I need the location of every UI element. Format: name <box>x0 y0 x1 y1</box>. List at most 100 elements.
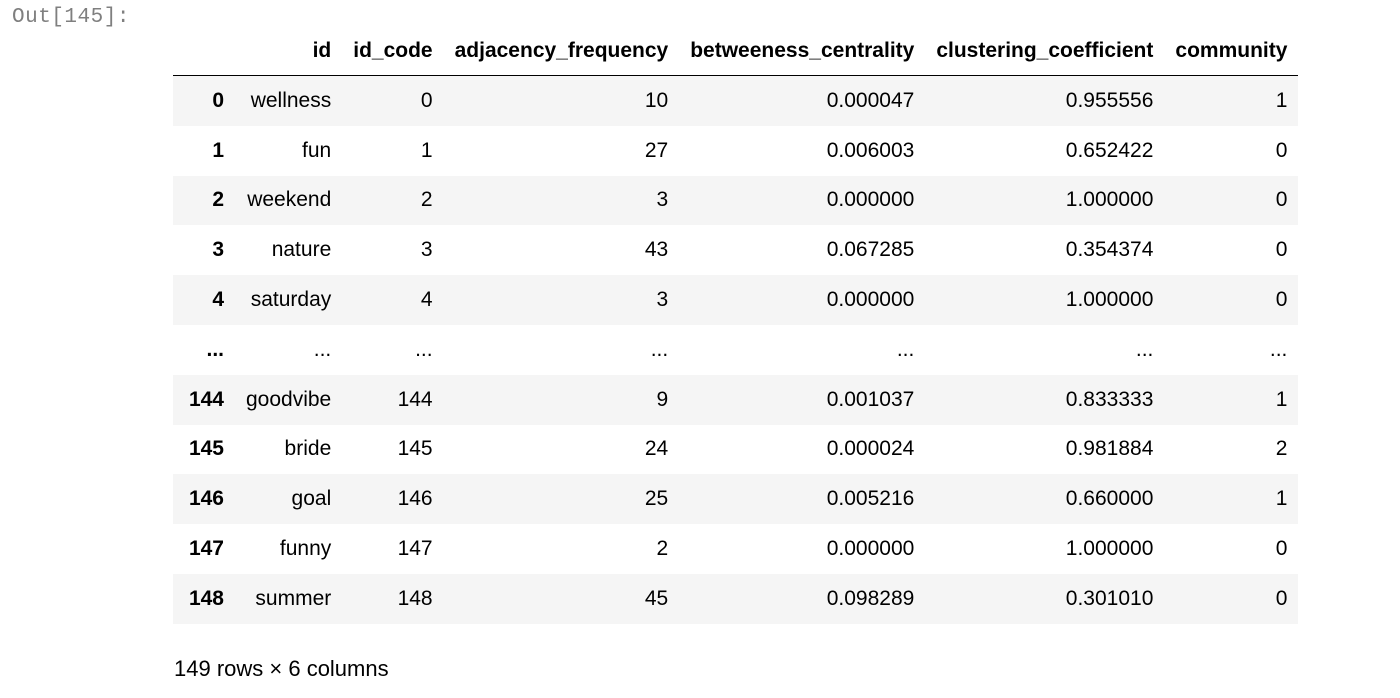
cell-betweeness-centrality: 0.098289 <box>826 586 915 610</box>
table-row: 148 summer 148 45 0.098289 0.301010 0 <box>173 573 1299 624</box>
table-row: 146 goal 146 25 0.005216 0.660000 1 <box>173 474 1299 525</box>
row-index: 0 <box>212 88 224 112</box>
cell-clustering-coefficient: 0.833333 <box>1065 387 1154 411</box>
cell-clustering-coefficient: 0.652422 <box>1065 138 1154 162</box>
cell-adjacency-frequency: 3 <box>656 288 669 312</box>
cell-id-code: 146 <box>397 487 433 511</box>
cell-id-code: ... <box>415 337 433 361</box>
column-header-id: id <box>235 26 343 76</box>
cell-id-code: 3 <box>420 238 433 262</box>
cell-adjacency-frequency: 24 <box>644 437 669 461</box>
cell-clustering-coefficient: 0.301010 <box>1065 586 1154 610</box>
column-header-betweeness-centrality: betweeness_centrality <box>679 26 926 76</box>
cell-betweeness-centrality: 0.001037 <box>826 387 915 411</box>
row-index: 144 <box>188 387 224 411</box>
table-row: 144 goodvibe 144 9 0.001037 0.833333 1 <box>173 374 1299 425</box>
cell-clustering-coefficient: 1.000000 <box>1065 188 1154 212</box>
cell-clustering-coefficient: 1.000000 <box>1065 537 1154 561</box>
cell-id: saturday <box>250 288 332 312</box>
table-row: 2 weekend 2 3 0.000000 1.000000 0 <box>173 175 1299 226</box>
cell-betweeness-centrality: 0.000000 <box>826 188 915 212</box>
cell-betweeness-centrality: 0.067285 <box>826 238 915 262</box>
row-index: ... <box>206 337 224 361</box>
table-row: 4 saturday 4 3 0.000000 1.000000 0 <box>173 275 1299 325</box>
cell-id-code: 144 <box>397 387 433 411</box>
cell-id-code: 1 <box>420 138 433 162</box>
column-header-clustering-coefficient: clustering_coefficient <box>925 26 1165 76</box>
table-row: 0 wellness 0 10 0.000047 0.955556 1 <box>173 75 1299 126</box>
cell-community: 2 <box>1275 437 1288 461</box>
cell-betweeness-centrality: 0.006003 <box>826 138 915 162</box>
cell-id: goal <box>291 487 332 511</box>
cell-id: nature <box>271 238 332 262</box>
row-index: 148 <box>188 586 224 610</box>
cell-id: goodvibe <box>246 387 332 411</box>
cell-community: 1 <box>1275 88 1288 112</box>
cell-betweeness-centrality: 0.000024 <box>826 437 915 461</box>
cell-community: 0 <box>1275 586 1288 610</box>
cell-id-code: 4 <box>420 288 433 312</box>
row-index: 3 <box>212 238 224 262</box>
cell-id: bride <box>284 437 332 461</box>
dataframe-output: id id_code adjacency_frequency betweenes… <box>173 26 1299 624</box>
table-header: id id_code adjacency_frequency betweenes… <box>173 26 1299 76</box>
cell-clustering-coefficient: 0.354374 <box>1065 238 1154 262</box>
cell-id: ... <box>313 337 332 361</box>
cell-id: weekend <box>247 188 332 212</box>
cell-clustering-coefficient: ... <box>1135 337 1154 361</box>
cell-id: fun <box>302 138 332 162</box>
cell-betweeness-centrality: 0.000000 <box>826 288 915 312</box>
cell-id-code: 145 <box>397 437 433 461</box>
cell-id-code: 2 <box>420 188 433 212</box>
output-prompt: Out[145]: <box>12 6 130 29</box>
cell-adjacency-frequency: 45 <box>644 586 669 610</box>
cell-adjacency-frequency: ... <box>650 337 669 361</box>
cell-id: wellness <box>250 88 332 112</box>
cell-adjacency-frequency: 10 <box>644 88 669 112</box>
cell-adjacency-frequency: 3 <box>656 188 669 212</box>
table-row: 145 bride 145 24 0.000024 0.981884 2 <box>173 424 1299 475</box>
cell-adjacency-frequency: 43 <box>644 238 669 262</box>
dataframe-shape: 149 rows × 6 columns <box>174 656 389 681</box>
cell-community: 0 <box>1275 138 1288 162</box>
index-header <box>173 26 235 76</box>
cell-id-code: 148 <box>397 586 433 610</box>
table-row: 3 nature 3 43 0.067285 0.354374 0 <box>173 225 1299 276</box>
row-index: 146 <box>188 487 224 511</box>
cell-community: ... <box>1269 337 1288 361</box>
table-row: 147 funny 147 2 0.000000 1.000000 0 <box>173 524 1299 574</box>
table-row: 1 fun 1 27 0.006003 0.652422 0 <box>173 125 1299 176</box>
column-header-adjacency-frequency: adjacency_frequency <box>443 26 680 76</box>
cell-betweeness-centrality: 0.005216 <box>826 487 915 511</box>
cell-clustering-coefficient: 0.981884 <box>1065 437 1154 461</box>
cell-clustering-coefficient: 1.000000 <box>1065 288 1154 312</box>
table-row: ..................... <box>173 324 1299 375</box>
table-body: 0 wellness 0 10 0.000047 0.955556 1 1 fun 1 27 0.00… <box>173 75 1299 624</box>
row-index: 1 <box>212 138 224 162</box>
cell-adjacency-frequency: 27 <box>644 138 669 162</box>
row-index: 145 <box>188 437 224 461</box>
cell-community: 0 <box>1275 288 1288 312</box>
row-index: 147 <box>188 537 224 561</box>
cell-id-code: 0 <box>420 88 433 112</box>
dataframe-table: id id_code adjacency_frequency betweenes… <box>173 26 1299 624</box>
cell-adjacency-frequency: 2 <box>656 537 669 561</box>
cell-id-code: 147 <box>397 537 433 561</box>
cell-id: summer <box>255 586 332 610</box>
cell-betweeness-centrality: 0.000000 <box>826 537 915 561</box>
cell-adjacency-frequency: 9 <box>656 387 669 411</box>
cell-community: 0 <box>1275 188 1288 212</box>
cell-community: 0 <box>1275 238 1288 262</box>
cell-clustering-coefficient: 0.660000 <box>1065 487 1154 511</box>
cell-betweeness-centrality: 0.000047 <box>826 88 915 112</box>
cell-betweeness-centrality: ... <box>896 337 915 361</box>
cell-id: funny <box>279 537 332 561</box>
cell-clustering-coefficient: 0.955556 <box>1065 88 1154 112</box>
row-index: 2 <box>212 188 224 212</box>
cell-adjacency-frequency: 25 <box>644 487 669 511</box>
cell-community: 1 <box>1275 387 1288 411</box>
column-header-id-code: id_code <box>342 26 444 76</box>
cell-community: 1 <box>1275 487 1288 511</box>
row-index: 4 <box>212 288 224 312</box>
header-row: id id_code adjacency_frequency betweenes… <box>173 26 1299 76</box>
